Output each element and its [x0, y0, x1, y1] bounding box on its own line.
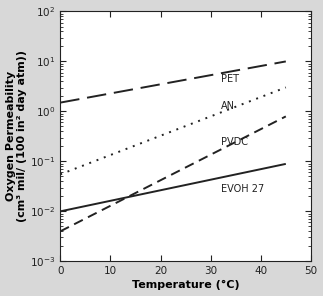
Y-axis label: Oxygen Permeability
(cm³ mil/ (100 in² day atm)): Oxygen Permeability (cm³ mil/ (100 in² d… [5, 50, 27, 222]
Text: EVOH 27: EVOH 27 [221, 184, 264, 194]
X-axis label: Temperature (°C): Temperature (°C) [132, 280, 239, 290]
Text: PVDC: PVDC [221, 137, 248, 147]
Text: AN: AN [221, 101, 234, 111]
Text: PET: PET [221, 74, 239, 84]
